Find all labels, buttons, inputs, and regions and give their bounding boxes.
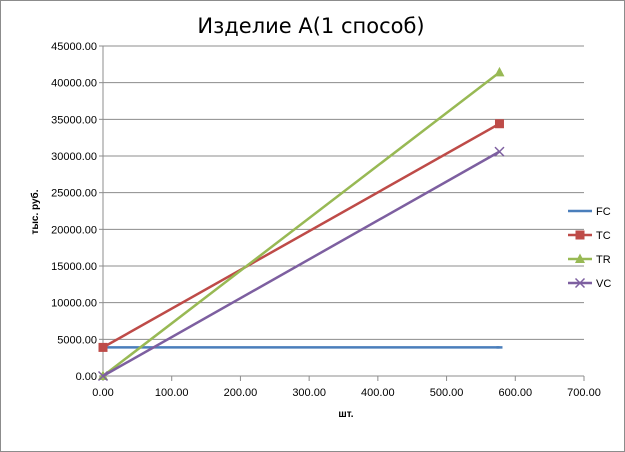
x-tick-labels: 0.00 100.00 200.00 300.00 400.00 500.00 600.00… [92, 387, 601, 399]
series-tr [98, 66, 505, 380]
x-tick-label: 600.00 [498, 387, 532, 399]
legend-label-vc: VC [596, 278, 611, 290]
legend-label-fc: FC [596, 206, 611, 218]
x-tick-label: 300.00 [292, 387, 326, 399]
legend-marker-tr [575, 253, 585, 263]
legend-item-vc: VC [568, 277, 611, 290]
legend-label-tc: TC [596, 230, 611, 242]
x-tick-label: 200.00 [224, 387, 258, 399]
y-tick-labels: 0.00 5000.00 10000.00 15000.00 20000.00 25000… [51, 41, 97, 383]
chart-title: Изделие А(1 способ) [197, 14, 424, 38]
y-tick-label: 15000.00 [51, 261, 97, 273]
y-tick-label: 10000.00 [51, 298, 97, 310]
y-tick-label: 30000.00 [51, 151, 97, 163]
series-vc-line [102, 150, 501, 378]
x-tick-label: 100.00 [155, 387, 189, 399]
legend-label-tr: TR [596, 254, 611, 266]
series-lines [97, 66, 505, 382]
series-tc-line [102, 122, 501, 349]
x-tick-label: 700.00 [567, 387, 601, 399]
legend-item-tc: TC [568, 230, 611, 242]
series-tr-point [494, 66, 505, 77]
series-vc-point [97, 370, 109, 382]
series-vc [97, 146, 505, 382]
series-tc [98, 119, 504, 352]
x-tick-label: 400.00 [361, 387, 395, 399]
y-tick-label: 20000.00 [51, 224, 97, 236]
y-tick-label: 5000.00 [57, 334, 97, 346]
x-tick-label: 500.00 [430, 387, 464, 399]
series-tc-point [494, 119, 504, 129]
axes [99, 45, 585, 381]
series-tr-line [102, 71, 501, 377]
x-axis-title: шт. [338, 409, 353, 420]
y-tick-label: 25000.00 [51, 188, 97, 200]
y-tick-label: 35000.00 [51, 114, 97, 126]
series-vc-point [494, 146, 505, 157]
y-tick-label: 45000.00 [51, 41, 97, 53]
y-axis-title: тыс. руб. [29, 189, 41, 234]
legend-item-tr: TR [568, 253, 611, 266]
legend-marker-tc [575, 230, 585, 240]
legend: FC TC TR VC [568, 206, 611, 290]
x-tick-label: 0.00 [92, 387, 113, 399]
legend-marker-vc [574, 277, 586, 289]
legend-item-fc: FC [568, 206, 611, 218]
series-tc-point [98, 342, 108, 352]
y-tick-label: 0.00 [76, 371, 97, 383]
y-tick-label: 40000.00 [51, 78, 97, 90]
